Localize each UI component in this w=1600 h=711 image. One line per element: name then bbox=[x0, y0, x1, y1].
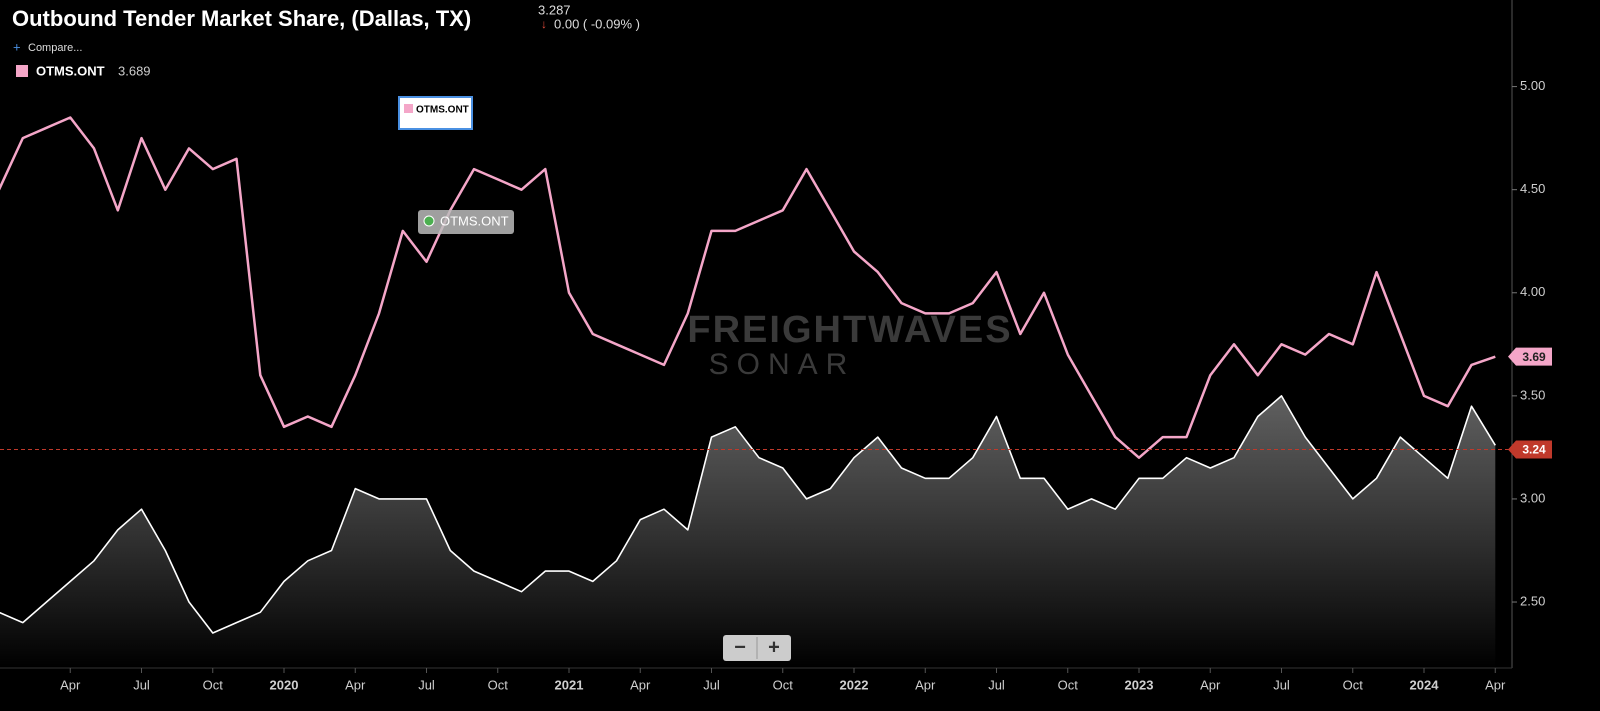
x-tick-label: 2023 bbox=[1125, 677, 1154, 692]
watermark: FREIGHTWAVES bbox=[687, 309, 1012, 351]
x-tick-label: Oct bbox=[488, 677, 509, 692]
y-tick-label: 2.50 bbox=[1520, 593, 1545, 608]
value-badge-label: 3.69 bbox=[1522, 350, 1546, 364]
x-tick-label: Oct bbox=[1343, 677, 1364, 692]
header-change: 0.00 ( -0.09% ) bbox=[554, 16, 640, 31]
x-tick-label: 2022 bbox=[840, 677, 869, 692]
x-tick-label: Apr bbox=[60, 677, 81, 692]
x-tick-label: Jul bbox=[988, 677, 1005, 692]
zoom-out-button[interactable]: − bbox=[734, 636, 746, 658]
x-tick-label: Jul bbox=[418, 677, 435, 692]
y-tick-label: 3.50 bbox=[1520, 387, 1545, 402]
value-badge bbox=[1508, 347, 1552, 366]
x-tick-label: 2020 bbox=[270, 677, 299, 692]
floating-label-swatch bbox=[404, 104, 413, 113]
x-tick-label: 2024 bbox=[1410, 677, 1440, 692]
x-tick-label: Apr bbox=[345, 677, 366, 692]
legend-value: 3.689 bbox=[118, 63, 151, 78]
y-tick-label: 4.00 bbox=[1520, 284, 1545, 299]
floating-label: OTMS.ONT bbox=[416, 105, 469, 116]
zoom-in-button[interactable]: + bbox=[768, 636, 780, 658]
line bbox=[0, 395, 1496, 634]
down-arrow: ↓ bbox=[541, 17, 547, 31]
area bbox=[0, 395, 1496, 668]
floating-label-dot bbox=[423, 215, 435, 227]
x-tick-label: Oct bbox=[773, 677, 794, 692]
x-tick-label: Apr bbox=[1485, 677, 1506, 692]
value-badge-label: 3.24 bbox=[1522, 443, 1546, 457]
y-tick-label: 4.50 bbox=[1520, 181, 1545, 196]
legend-label[interactable]: OTMS.ONT bbox=[36, 63, 105, 78]
x-tick-label: Oct bbox=[1058, 677, 1079, 692]
compare-button[interactable]: Compare... bbox=[28, 42, 82, 54]
compare-icon[interactable]: + bbox=[13, 39, 21, 54]
y-tick-label: 3.00 bbox=[1520, 490, 1545, 505]
x-tick-label: Apr bbox=[1200, 677, 1221, 692]
floating-label: OTMS.ONT bbox=[440, 213, 509, 228]
floating-label-box[interactable] bbox=[418, 210, 514, 234]
value-badge bbox=[1508, 440, 1552, 459]
x-tick-label: 2021 bbox=[555, 677, 584, 692]
x-tick-label: Jul bbox=[1273, 677, 1290, 692]
legend-swatch bbox=[16, 65, 28, 77]
y-tick-label: 5.00 bbox=[1520, 78, 1545, 93]
x-tick-label: Jul bbox=[703, 677, 720, 692]
plot-area bbox=[0, 116, 1496, 668]
chart-title: Outbound Tender Market Share, (Dallas, T… bbox=[12, 6, 471, 31]
x-tick-label: Apr bbox=[915, 677, 936, 692]
x-tick-label: Apr bbox=[630, 677, 651, 692]
line bbox=[0, 116, 1496, 459]
header-value: 3.287 bbox=[538, 2, 571, 17]
x-tick-label: Jul bbox=[133, 677, 150, 692]
watermark: SONAR bbox=[709, 348, 856, 381]
x-tick-label: Oct bbox=[203, 677, 224, 692]
